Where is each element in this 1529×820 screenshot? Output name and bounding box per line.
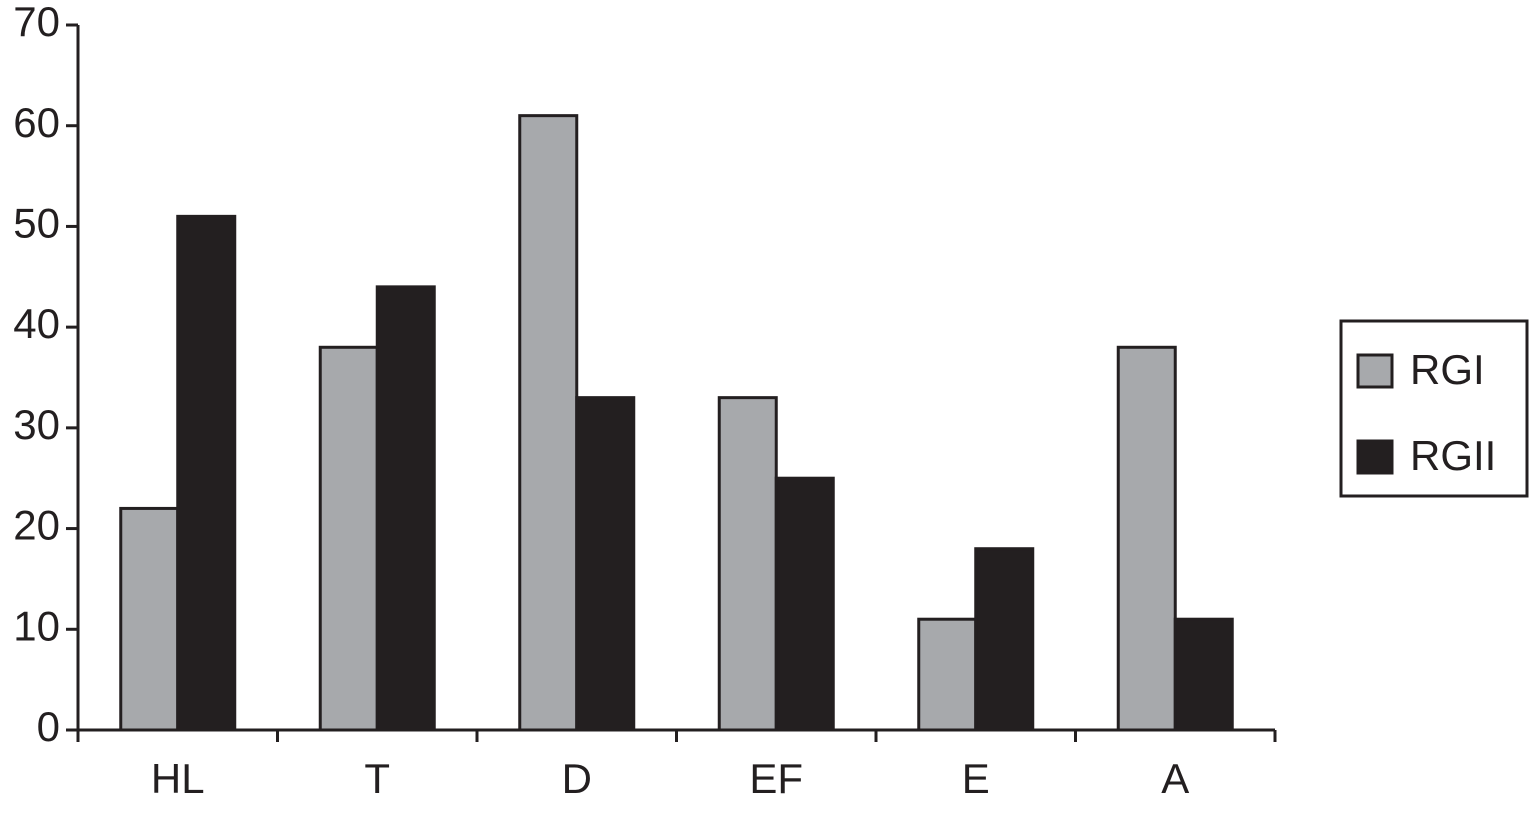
bar: [318, 345, 379, 732]
bar: [176, 214, 237, 732]
x-tick-label: E: [962, 755, 990, 802]
bar: [1173, 617, 1234, 732]
y-tick-label: 0: [37, 703, 60, 750]
x-tick-label: D: [562, 755, 592, 802]
y-tick-label: 50: [13, 200, 60, 247]
bar: [375, 285, 436, 732]
bar: [119, 506, 180, 732]
x-tick-label: HL: [151, 755, 205, 802]
legend-label: RGI: [1410, 346, 1485, 393]
legend-label: RGII: [1410, 432, 1496, 479]
legend-swatch: [1356, 439, 1394, 475]
bar: [575, 396, 636, 732]
bar: [774, 476, 835, 732]
bar: [974, 547, 1035, 732]
y-tick-label: 30: [13, 401, 60, 448]
legend-swatch: [1356, 353, 1394, 389]
x-tick-label: T: [364, 755, 390, 802]
y-tick-label: 10: [13, 602, 60, 649]
x-tick-label: EF: [749, 755, 803, 802]
y-tick-label: 40: [13, 300, 60, 347]
bar: [917, 617, 978, 732]
bar: [518, 114, 579, 732]
y-tick-label: 60: [13, 99, 60, 146]
bar: [1116, 345, 1177, 732]
y-tick-label: 70: [13, 0, 60, 45]
bar: [717, 396, 778, 732]
y-tick-label: 20: [13, 502, 60, 549]
x-tick-label: A: [1161, 755, 1189, 802]
